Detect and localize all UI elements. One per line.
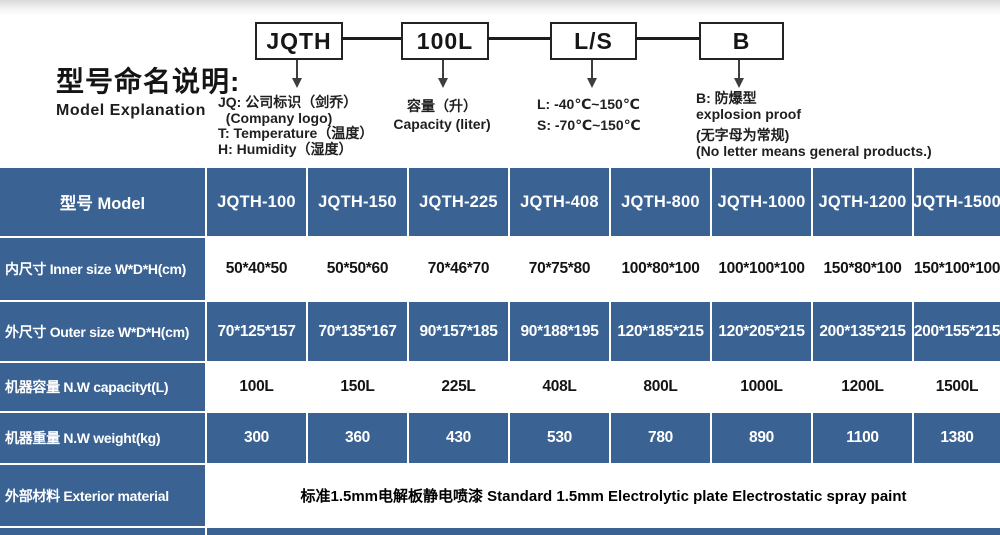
spec-cell: 150*100*100 [914, 238, 1000, 300]
column-header-model: JQTH-408 [510, 168, 609, 236]
connector-line [487, 37, 550, 40]
model-code-desc-line: L: -40℃~150℃ [537, 96, 640, 112]
arrow-down-icon [734, 78, 744, 88]
column-header-model: JQTH-1200 [813, 168, 912, 236]
spec-cell: 430 [409, 413, 508, 463]
spec-cell: 530 [510, 413, 609, 463]
spec-cell: 100*100*100 [712, 238, 811, 300]
spec-cell: 800L [611, 363, 710, 411]
spec-cell: 780 [611, 413, 710, 463]
partial-row-body [207, 528, 1000, 535]
column-header-model: JQTH-1500 [914, 168, 1000, 236]
connector-line [341, 37, 401, 40]
spec-cell: 200*135*215 [813, 302, 912, 361]
spec-cell: 1380 [914, 413, 1000, 463]
spec-cell: 50*40*50 [207, 238, 306, 300]
arrow-down-icon [738, 60, 740, 78]
model-code-box-jqth: JQTH [255, 22, 343, 60]
spec-table: 型号 Model JQTH-100 JQTH-150 JQTH-225 JQTH-408… [0, 168, 1000, 535]
spec-cell: 1000L [712, 363, 811, 411]
spec-cell: 150L [308, 363, 407, 411]
row-label: 内尺寸 Inner size W*D*H(cm) [0, 238, 205, 300]
arrow-down-icon [296, 60, 298, 78]
arrow-down-icon [587, 78, 597, 88]
model-code-desc-line: (Company logo) [218, 109, 333, 126]
spec-cell: 200*155*215 [914, 302, 1000, 361]
merged-spec-cell: 标准1.5mm电解板静电喷漆 Standard 1.5mm Electrolyt… [207, 465, 1000, 526]
spec-cell: 890 [712, 413, 811, 463]
arrow-down-icon [292, 78, 302, 88]
column-header-model: JQTH-1000 [712, 168, 811, 236]
arrow-down-icon [591, 60, 593, 78]
model-code-desc-line: explosion proof [696, 105, 801, 122]
model-code-box-capacity: 100L [401, 22, 489, 60]
model-code-desc-jqth: JQ: 公司标识（剑乔） (Company logo) T: Temperatur… [218, 94, 374, 157]
spec-cell: 1500L [914, 363, 1000, 411]
model-code-desc-temp-range: L: -40℃~150℃ S: -70℃~150℃ [537, 94, 641, 136]
spec-cell: 120*205*215 [712, 302, 811, 361]
column-header-model: JQTH-150 [308, 168, 407, 236]
title-chinese: 型号命名说明: [56, 66, 241, 97]
model-explanation-title: 型号命名说明: Model Explanation [56, 60, 240, 120]
table-corner-model-label: 型号 Model [0, 168, 205, 236]
spec-cell: 90*188*195 [510, 302, 609, 361]
spec-cell: 150*80*100 [813, 238, 912, 300]
column-header-model: JQTH-225 [409, 168, 508, 236]
model-code-desc-line: (No letter means general products.) [696, 142, 932, 159]
row-label: 外部材料 Exterior material [0, 465, 205, 526]
top-gradient-strip [0, 0, 1000, 16]
connector-line [635, 37, 699, 40]
spec-cell: 70*46*70 [409, 238, 508, 300]
spec-cell: 120*185*215 [611, 302, 710, 361]
spec-cell: 225L [409, 363, 508, 411]
spec-cell: 90*157*185 [409, 302, 508, 361]
spec-cell: 300 [207, 413, 306, 463]
model-code-desc-explosion: B: 防爆型 explosion proof (无字母为常规) (No letter … [696, 90, 932, 159]
arrow-down-icon [438, 78, 448, 88]
spec-cell: 100L [207, 363, 306, 411]
spec-cell: 1100 [813, 413, 912, 463]
model-code-desc-line: JQ: 公司标识（剑乔） [218, 94, 358, 110]
model-code-desc-line: Capacity (liter) [393, 116, 491, 132]
model-code-desc-capacity: 容量（升） Capacity (liter) [382, 97, 502, 133]
spec-cell: 360 [308, 413, 407, 463]
spec-cell: 70*75*80 [510, 238, 609, 300]
model-code-box-explosion: B [699, 22, 784, 60]
model-code-desc-line: B: 防爆型 [696, 90, 757, 106]
spec-cell: 70*135*167 [308, 302, 407, 361]
spec-cell: 408L [510, 363, 609, 411]
row-label: 机器容量 N.W capacityt(L) [0, 363, 205, 411]
model-code-desc-line: H: Humidity（湿度） [218, 140, 353, 157]
partial-row-label [0, 528, 205, 535]
arrow-down-icon [442, 60, 444, 78]
spec-cell: 70*125*157 [207, 302, 306, 361]
model-code-desc-line: S: -70℃~150℃ [537, 117, 641, 133]
title-english: Model Explanation [56, 102, 206, 119]
row-label: 机器重量 N.W weight(kg) [0, 413, 205, 463]
model-code-desc-line: T: Temperature（温度） [218, 125, 374, 141]
column-header-model: JQTH-100 [207, 168, 306, 236]
model-code-box-temp-range: L/S [550, 22, 637, 60]
row-label: 外尺寸 Outer size W*D*H(cm) [0, 302, 205, 361]
spec-cell: 50*50*60 [308, 238, 407, 300]
column-header-model: JQTH-800 [611, 168, 710, 236]
model-code-desc-line: 容量（升） [407, 98, 477, 114]
model-code-desc-line: (无字母为常规) [696, 127, 790, 143]
spec-cell: 1200L [813, 363, 912, 411]
spec-cell: 100*80*100 [611, 238, 710, 300]
